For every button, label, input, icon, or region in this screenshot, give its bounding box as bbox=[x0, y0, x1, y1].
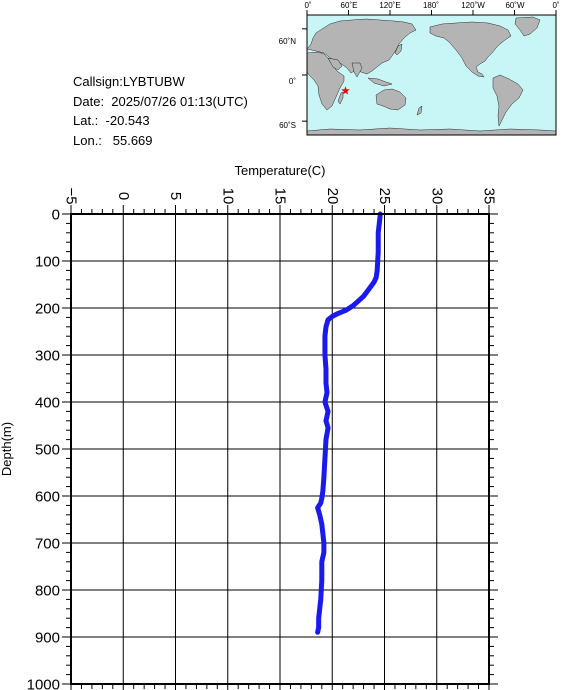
y-axis-title: Depth(m) bbox=[0, 422, 14, 476]
x-tick-label: 35 bbox=[481, 188, 498, 205]
map-label-lon-120w: 120˚W bbox=[461, 1, 485, 10]
y-tick-label: 400 bbox=[35, 395, 60, 412]
map-label-lat-60n: 60˚N bbox=[279, 37, 297, 46]
y-tick-label: 900 bbox=[35, 630, 60, 647]
x-tick-label: −5 bbox=[63, 187, 80, 204]
date-text: Date: 2025/07/26 01:13(UTC) bbox=[73, 93, 248, 109]
longitude-text: Lon.: 55.669 bbox=[73, 132, 153, 148]
x-tick-label: 30 bbox=[428, 188, 445, 205]
map-label-lon-0-east: 0˚ bbox=[552, 1, 559, 10]
temperature-profile-line bbox=[315, 211, 383, 635]
y-tick-label: 300 bbox=[35, 348, 60, 365]
map-labels: 0˚ 60˚E 120˚E 180˚ 120˚W 60˚W 0˚ 60˚N 0˚… bbox=[279, 1, 560, 130]
y-tick-label: 100 bbox=[35, 254, 60, 271]
y-tick-label: 0 bbox=[52, 207, 60, 224]
x-tick-label: 10 bbox=[219, 188, 236, 205]
y-tick-label: 700 bbox=[35, 536, 60, 553]
y-tick-labels: 0 100 200 300 400 500 600 700 800 900 1000 bbox=[27, 207, 60, 690]
map-label-lon-60w: 60˚W bbox=[505, 1, 525, 10]
map-land bbox=[306, 16, 557, 136]
map-tick-marks bbox=[302, 10, 557, 122]
y-tick-label: 1000 bbox=[27, 677, 60, 690]
x-tick-label: 0 bbox=[115, 192, 132, 200]
latitude-text: Lat.: -20.543 bbox=[73, 113, 150, 128]
land-madagascar bbox=[337, 91, 344, 105]
land-greenland bbox=[514, 16, 541, 37]
map-label-lon-0: 0˚ bbox=[304, 1, 311, 10]
callsign-text: Callsign:LYBTUBW bbox=[73, 74, 185, 89]
land-new-zealand bbox=[416, 105, 423, 116]
x-tick-labels: −5 0 5 10 15 20 25 30 35 bbox=[63, 187, 498, 204]
y-tick-label: 500 bbox=[35, 442, 60, 459]
y-tick-label: 200 bbox=[35, 301, 60, 318]
land-indonesia bbox=[367, 77, 393, 87]
map-frame bbox=[306, 14, 557, 136]
chart-frame bbox=[70, 213, 490, 685]
map-label-lat-60s: 60˚S bbox=[279, 121, 296, 130]
land-south-america bbox=[492, 74, 524, 127]
map-label-lon-120e: 120˚E bbox=[379, 1, 400, 10]
land-australia bbox=[375, 88, 407, 111]
x-tick-label: 20 bbox=[324, 188, 341, 205]
land-north-america bbox=[429, 21, 512, 78]
land-arabia bbox=[327, 57, 343, 71]
y-tick-label: 600 bbox=[35, 489, 60, 506]
x-axis-title: Temperature(C) bbox=[234, 163, 325, 178]
chart-grid bbox=[70, 213, 490, 685]
y-tick-label: 800 bbox=[35, 583, 60, 600]
x-tick-label: 5 bbox=[167, 192, 184, 200]
map-label-lon-60e: 60˚E bbox=[341, 1, 358, 10]
x-tick-label: 25 bbox=[376, 188, 393, 205]
station-info: Callsign:LYBTUBW Date: 2025/07/26 01:13(… bbox=[73, 72, 248, 150]
land-india bbox=[351, 62, 363, 78]
location-star-icon bbox=[341, 86, 350, 95]
land-japan bbox=[394, 43, 403, 56]
x-tick-label: 15 bbox=[272, 188, 289, 205]
map-label-lat-0: 0˚ bbox=[289, 77, 296, 86]
map-label-lon-180: 180˚ bbox=[423, 1, 439, 10]
